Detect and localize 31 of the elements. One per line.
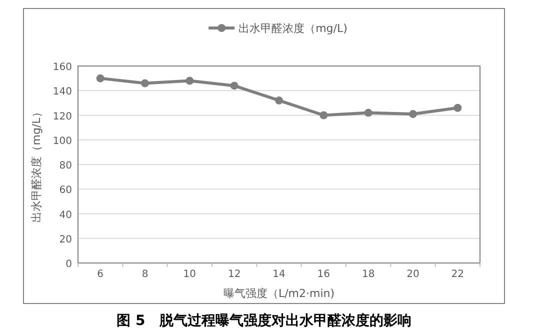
x-tick-label: 20 <box>406 269 420 280</box>
x-tick-label: 18 <box>362 269 375 280</box>
x-tick-label: 12 <box>228 269 241 280</box>
text: 图 5 脱气过程曝气强度对出水甲醛浓度的影响 <box>116 312 412 329</box>
y-axis-title: 出水甲醛浓度（mg/L） <box>30 106 43 222</box>
y-tick-label: 40 <box>59 210 72 221</box>
y-tick-label: 20 <box>59 234 72 246</box>
y-tick-label: 140 <box>52 86 72 98</box>
y-tick-label: 80 <box>59 160 72 172</box>
point <box>275 96 283 104</box>
y-tick-label: 100 <box>52 136 72 147</box>
point <box>96 74 104 82</box>
point <box>364 108 372 117</box>
x-tick-label: 10 <box>183 269 196 280</box>
x-tick-label: 6 <box>97 269 104 280</box>
point <box>409 110 417 118</box>
x-tick-label: 22 <box>451 269 464 280</box>
y-tick-label: 120 <box>52 111 72 122</box>
point <box>141 79 149 88</box>
x-tick-label: 8 <box>142 269 148 280</box>
point <box>454 104 462 112</box>
point <box>320 111 328 120</box>
y-tick-label: 60 <box>59 185 72 196</box>
point <box>186 76 194 85</box>
point <box>230 82 238 90</box>
x-tick-label: 14 <box>272 269 286 280</box>
x-tick-label: 16 <box>317 269 330 280</box>
y-tick-label: 160 <box>52 62 72 73</box>
x-axis-title: 曝气强度（L/m2·min) <box>223 287 335 300</box>
legend-label: 出水甲醛浓度（mg/L) <box>238 22 348 35</box>
y-tick-label: 0 <box>66 259 72 270</box>
